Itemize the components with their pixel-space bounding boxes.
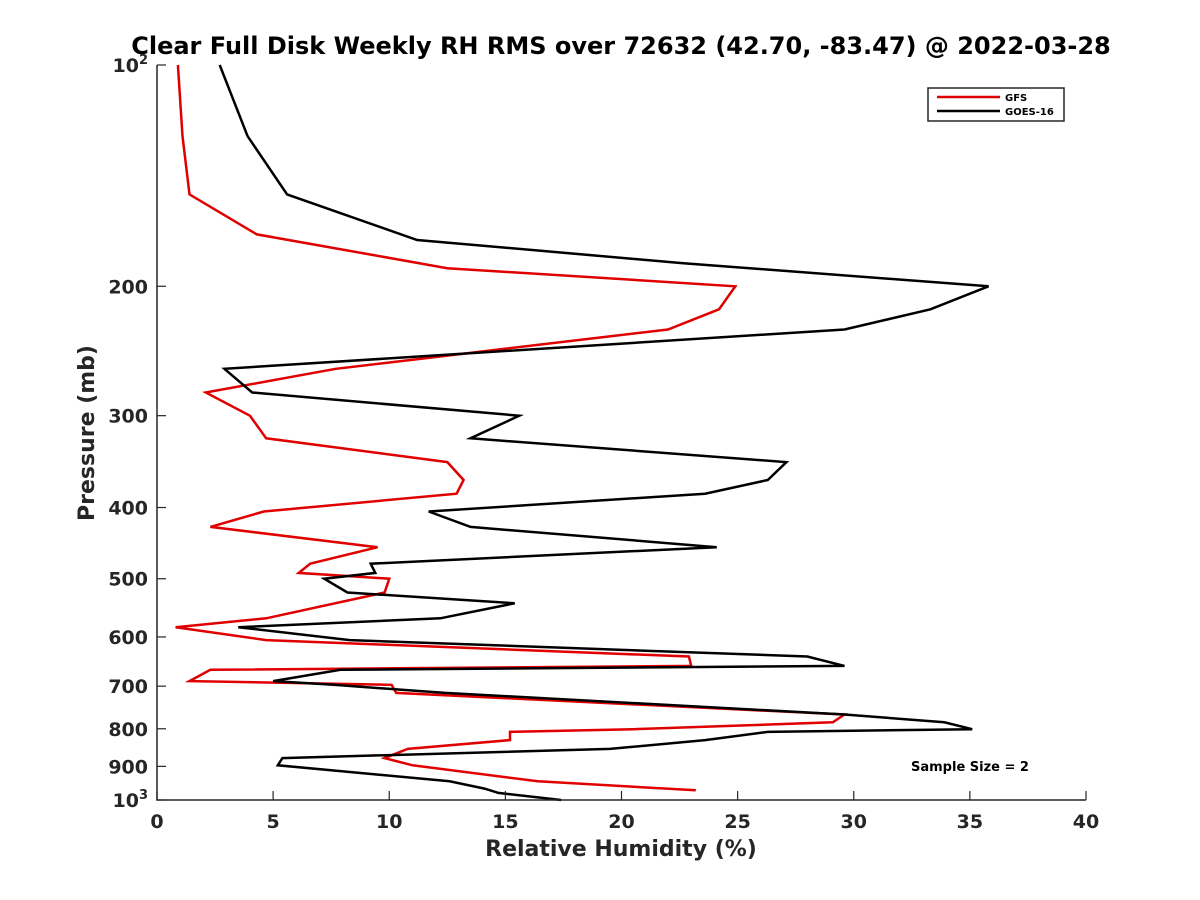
series-line-gfs	[175, 64, 849, 792]
y-tick-base: 900	[108, 756, 148, 778]
y-tick-label: 103	[113, 788, 149, 812]
y-tick-base: 500	[108, 569, 148, 591]
x-axis-ticks: 0 5 10 15 20 25 30 35 40	[150, 791, 1099, 833]
plot-axes	[156, 65, 1086, 801]
y-tick-exponent: 3	[139, 788, 148, 803]
y-tick-base: 400	[108, 498, 148, 520]
y-tick-label: 800	[108, 719, 148, 741]
x-tick-label: 25	[724, 811, 750, 833]
y-tick-label: 102	[113, 53, 149, 77]
x-tick-label: 0	[150, 811, 163, 833]
x-tick-label: 20	[608, 811, 634, 833]
series-line-goes-16	[218, 64, 989, 802]
sample-size-annotation: Sample Size = 2	[911, 760, 1029, 775]
x-tick-label: 15	[492, 811, 518, 833]
x-tick-label: 5	[267, 811, 280, 833]
x-tick-label: 35	[957, 811, 983, 833]
y-tick-base: 300	[108, 406, 148, 428]
x-tick-label: 40	[1073, 811, 1099, 833]
series-layer	[175, 64, 989, 802]
x-tick-label: 10	[376, 811, 402, 833]
chart-title: Clear Full Disk Weekly RH RMS over 72632…	[131, 32, 1111, 60]
y-axis-label: Pressure (mb)	[75, 345, 100, 521]
y-tick-base: 600	[108, 627, 148, 649]
y-tick-base: 200	[108, 276, 148, 298]
y-tick-label: 700	[108, 676, 148, 698]
x-tick-label: 30	[841, 811, 867, 833]
legend: GFS GOES-16	[927, 87, 1065, 122]
y-tick-base: 10	[113, 55, 139, 77]
y-tick-label: 600	[108, 627, 148, 649]
legend-label-goes-16: GOES-16	[1005, 107, 1054, 118]
x-axis-label: Relative Humidity (%)	[485, 837, 757, 862]
legend-label-gfs: GFS	[1005, 93, 1027, 104]
y-tick-label: 400	[108, 498, 148, 520]
y-tick-exponent: 2	[139, 53, 148, 68]
y-tick-label: 500	[108, 569, 148, 591]
legend-box	[927, 87, 1065, 122]
y-tick-base: 700	[108, 676, 148, 698]
y-tick-label: 200	[108, 276, 148, 298]
y-tick-base: 10	[113, 790, 139, 812]
y-tick-label: 300	[108, 406, 148, 428]
y-tick-label: 900	[108, 756, 148, 778]
y-tick-base: 800	[108, 719, 148, 741]
